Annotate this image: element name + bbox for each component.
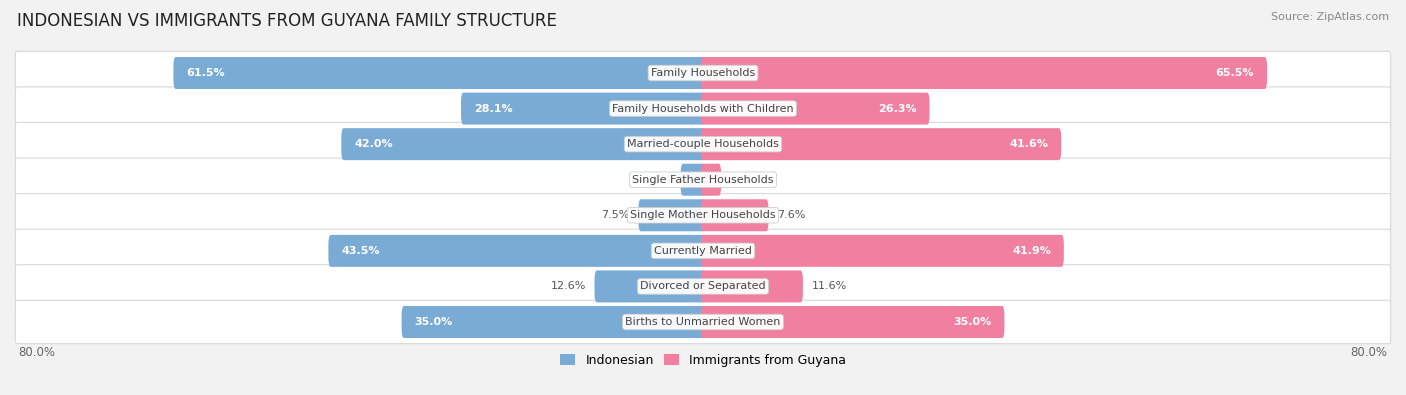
FancyBboxPatch shape	[15, 229, 1391, 273]
FancyBboxPatch shape	[700, 92, 929, 124]
FancyBboxPatch shape	[700, 164, 721, 196]
FancyBboxPatch shape	[15, 87, 1391, 130]
Text: Divorced or Separated: Divorced or Separated	[640, 281, 766, 292]
Text: Single Father Households: Single Father Households	[633, 175, 773, 185]
FancyBboxPatch shape	[15, 300, 1391, 344]
Text: 26.3%: 26.3%	[877, 103, 917, 114]
FancyBboxPatch shape	[173, 57, 706, 89]
Legend: Indonesian, Immigrants from Guyana: Indonesian, Immigrants from Guyana	[561, 354, 845, 367]
Text: Family Households: Family Households	[651, 68, 755, 78]
Text: 2.1%: 2.1%	[730, 175, 758, 185]
Text: Single Mother Households: Single Mother Households	[630, 210, 776, 220]
Text: 80.0%: 80.0%	[18, 346, 55, 359]
FancyBboxPatch shape	[700, 235, 1064, 267]
FancyBboxPatch shape	[461, 92, 706, 124]
FancyBboxPatch shape	[342, 128, 706, 160]
Text: 28.1%: 28.1%	[474, 103, 513, 114]
FancyBboxPatch shape	[15, 194, 1391, 237]
Text: Married-couple Households: Married-couple Households	[627, 139, 779, 149]
Text: 61.5%: 61.5%	[186, 68, 225, 78]
FancyBboxPatch shape	[595, 271, 706, 303]
Text: Births to Unmarried Women: Births to Unmarried Women	[626, 317, 780, 327]
FancyBboxPatch shape	[681, 164, 706, 196]
Text: 80.0%: 80.0%	[1351, 346, 1388, 359]
Text: Currently Married: Currently Married	[654, 246, 752, 256]
FancyBboxPatch shape	[700, 199, 769, 231]
FancyBboxPatch shape	[15, 158, 1391, 201]
Text: 42.0%: 42.0%	[354, 139, 392, 149]
FancyBboxPatch shape	[15, 122, 1391, 166]
FancyBboxPatch shape	[700, 306, 1004, 338]
Text: 35.0%: 35.0%	[415, 317, 453, 327]
FancyBboxPatch shape	[15, 51, 1391, 95]
FancyBboxPatch shape	[700, 57, 1267, 89]
Text: 43.5%: 43.5%	[342, 246, 380, 256]
FancyBboxPatch shape	[638, 199, 706, 231]
Text: Source: ZipAtlas.com: Source: ZipAtlas.com	[1271, 12, 1389, 22]
Text: 35.0%: 35.0%	[953, 317, 991, 327]
Text: INDONESIAN VS IMMIGRANTS FROM GUYANA FAMILY STRUCTURE: INDONESIAN VS IMMIGRANTS FROM GUYANA FAM…	[17, 12, 557, 30]
Text: 7.5%: 7.5%	[602, 210, 630, 220]
FancyBboxPatch shape	[15, 265, 1391, 308]
FancyBboxPatch shape	[700, 128, 1062, 160]
Text: Family Households with Children: Family Households with Children	[612, 103, 794, 114]
Text: 12.6%: 12.6%	[551, 281, 586, 292]
FancyBboxPatch shape	[329, 235, 706, 267]
FancyBboxPatch shape	[402, 306, 706, 338]
Text: 11.6%: 11.6%	[811, 281, 846, 292]
Text: 65.5%: 65.5%	[1216, 68, 1254, 78]
FancyBboxPatch shape	[700, 271, 803, 303]
Text: 41.6%: 41.6%	[1010, 139, 1049, 149]
Text: 41.9%: 41.9%	[1012, 246, 1050, 256]
Text: 2.6%: 2.6%	[644, 175, 672, 185]
Text: 7.6%: 7.6%	[778, 210, 806, 220]
